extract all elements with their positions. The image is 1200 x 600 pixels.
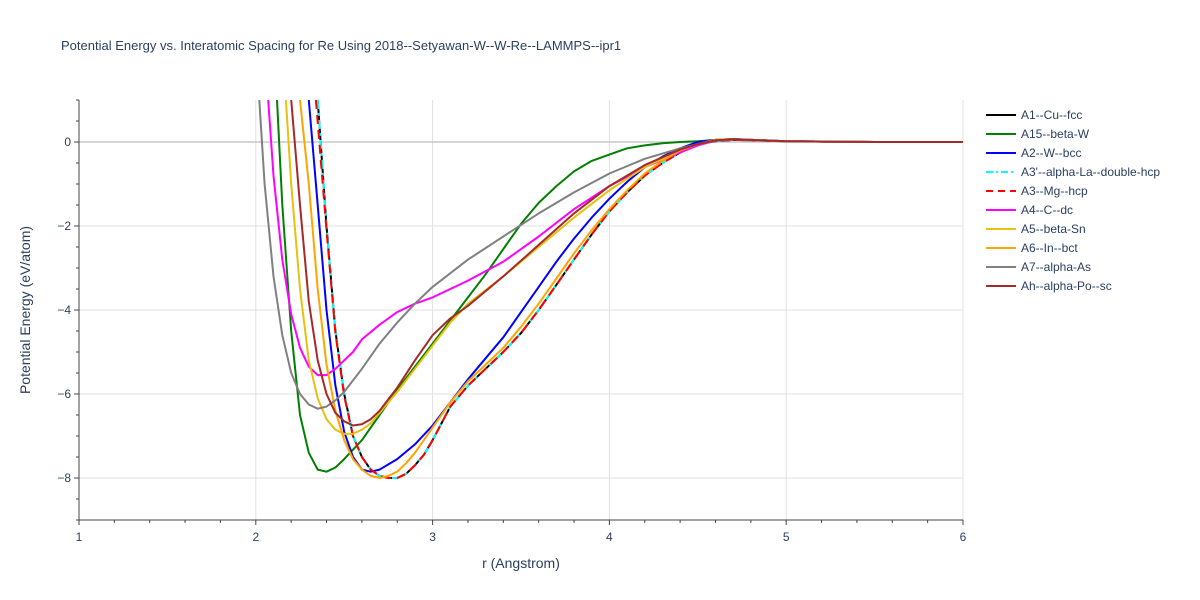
x-tick-label: 5 [783,530,790,544]
legend-item[interactable]: A15--beta-W [986,127,1090,141]
legend-label: A6--In--bct [1021,241,1078,255]
legend-label: A2--W--bcc [1021,146,1081,160]
y-axis-label: Potential Energy (eV/atom) [17,226,33,394]
legend-label: A5--beta-Sn [1021,222,1086,236]
x-tick-label: 4 [606,530,613,544]
x-tick-label: 1 [76,530,83,544]
series-line-3 [316,100,963,479]
x-tick-labels: 1 2 3 4 5 6 [76,530,967,544]
legend-item[interactable]: A3'--alpha-La--double-hcp [986,165,1160,179]
legend-item[interactable]: A2--W--bcc [986,146,1081,160]
series-line-8 [258,100,963,410]
legend[interactable]: A1--Cu--fcc A15--beta-W A2--W--bcc A3'--alp… [986,108,1160,293]
chart-title: Potential Energy vs. Interatomic Spacing… [61,38,621,53]
legend-item[interactable]: A4--C--dc [986,203,1073,217]
legend-item[interactable]: A6--In--bct [986,241,1078,255]
series-line-4 [314,100,963,479]
legend-label: Ah--alpha-Po--sc [1021,279,1112,293]
x-tick-label: 3 [429,530,436,544]
y-tick-label: −2 [57,219,71,233]
x-axis-label: r (Angstrom) [482,555,560,571]
legend-label: A3'--alpha-La--double-hcp [1021,165,1160,179]
grid [79,100,964,520]
legend-item[interactable]: A1--Cu--fcc [986,108,1082,122]
legend-label: A3--Mg--hcp [1021,184,1088,198]
series-line-2 [307,100,963,473]
x-tick-label: 2 [252,530,259,544]
legend-item[interactable]: Ah--alpha-Po--sc [986,279,1112,293]
x-tick-label: 6 [960,530,967,544]
y-tick-label: −8 [57,471,71,485]
legend-item[interactable]: A7--alpha-As [986,260,1091,274]
y-tick-labels: 0 −2 −4 −6 −8 [57,135,71,485]
series-line-1 [276,100,963,473]
y-tick-label: −4 [57,303,71,317]
series-lines [258,100,963,479]
axes [74,99,964,525]
legend-item[interactable]: A5--beta-Sn [986,222,1086,236]
y-tick-label: 0 [64,135,71,149]
y-tick-label: −6 [57,387,71,401]
legend-label: A7--alpha-As [1021,260,1091,274]
series-line-0 [316,100,963,479]
series-line-7 [299,100,963,479]
legend-label: A15--beta-W [1021,127,1090,141]
series-line-9 [290,100,963,427]
legend-label: A1--Cu--fcc [1021,108,1082,122]
legend-label: A4--C--dc [1021,203,1073,217]
legend-item[interactable]: A3--Mg--hcp [986,184,1088,198]
